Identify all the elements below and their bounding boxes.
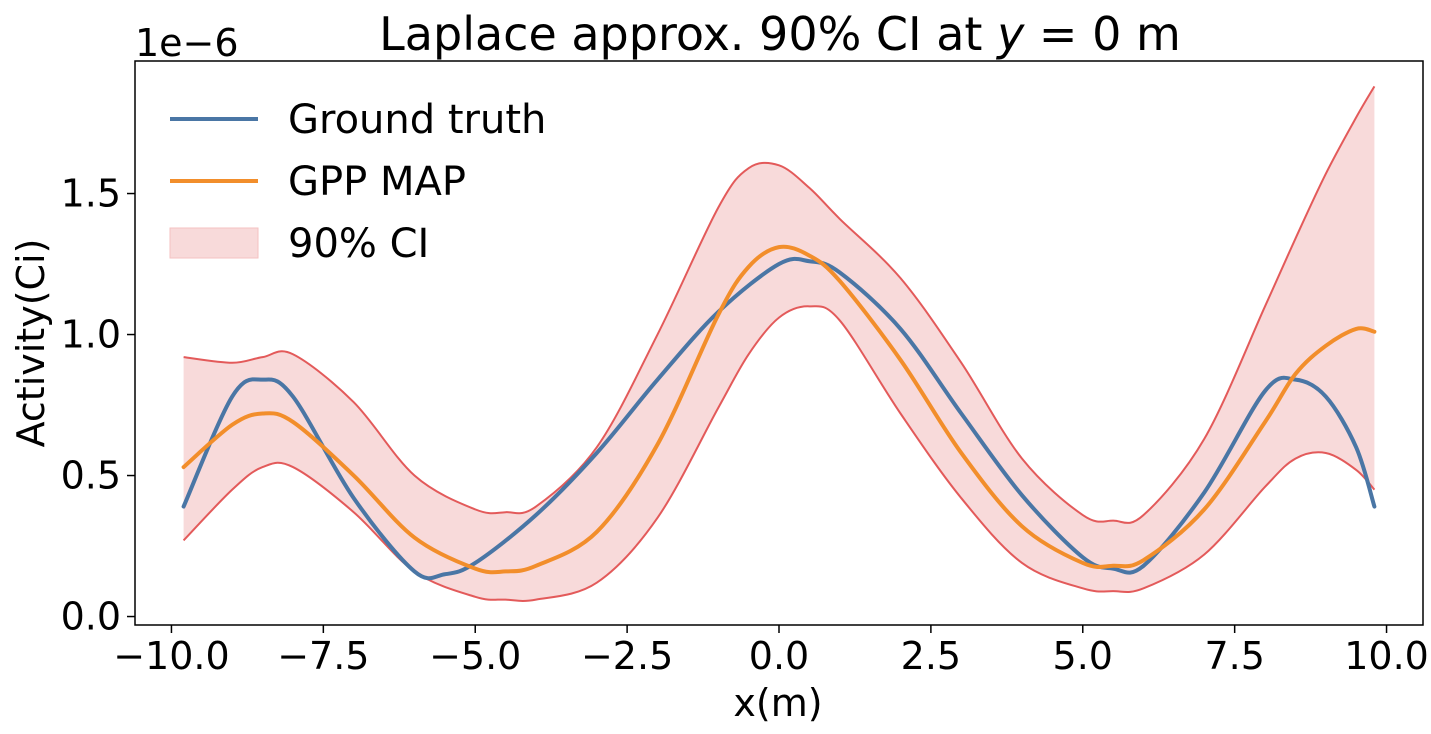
x-tick-label: 2.5 [901,634,961,678]
x-tick-label: −5.0 [429,634,521,678]
ground-truth-line [181,256,1377,581]
x-axis-ticks: −10.0 −7.5 −5.0 −2.5 0.0 2.5 5.0 7.5 10.0 [113,625,1429,678]
legend-swatch-ci [169,227,259,259]
y-tick-label: 0.0 [61,595,121,639]
gpp-map-line [181,244,1377,575]
x-tick-label: 7.5 [1204,634,1264,678]
y-tick-label: 1.0 [61,313,121,357]
x-tick-label: 10.0 [1344,634,1429,678]
series-layer [181,244,1377,581]
y-tick-label: 0.5 [61,454,121,498]
plot-area-frame [134,60,1424,626]
ci-upper-bound-line [183,85,1376,524]
x-tick-label: 0.0 [749,634,809,678]
ci-band-fill [183,86,1375,601]
x-tick-label: 5.0 [1053,634,1113,678]
chart-title: Laplace approx. 90% CI at y = 0 m [379,7,1181,61]
y-tick-label: 1.5 [61,172,121,216]
y-offset-label: 1e−6 [135,21,239,65]
legend-label-gpp-map: GPP MAP [288,159,466,205]
ci-band-layer [182,85,1376,602]
legend-label-ci: 90% CI [288,221,429,267]
x-tick-label: −2.5 [581,634,673,678]
legend: Ground truth GPP MAP 90% CI [169,97,546,267]
y-axis-ticks: 0.0 0.5 1.0 1.5 [61,172,135,639]
x-tick-label: −7.5 [277,634,369,678]
x-tick-label: −10.0 [113,634,229,678]
legend-label-ground-truth: Ground truth [288,97,546,143]
ci-lower-bound-line [182,305,1376,602]
x-axis-label: x(m) [733,681,822,725]
y-axis-label: Activity(Ci) [9,239,53,448]
